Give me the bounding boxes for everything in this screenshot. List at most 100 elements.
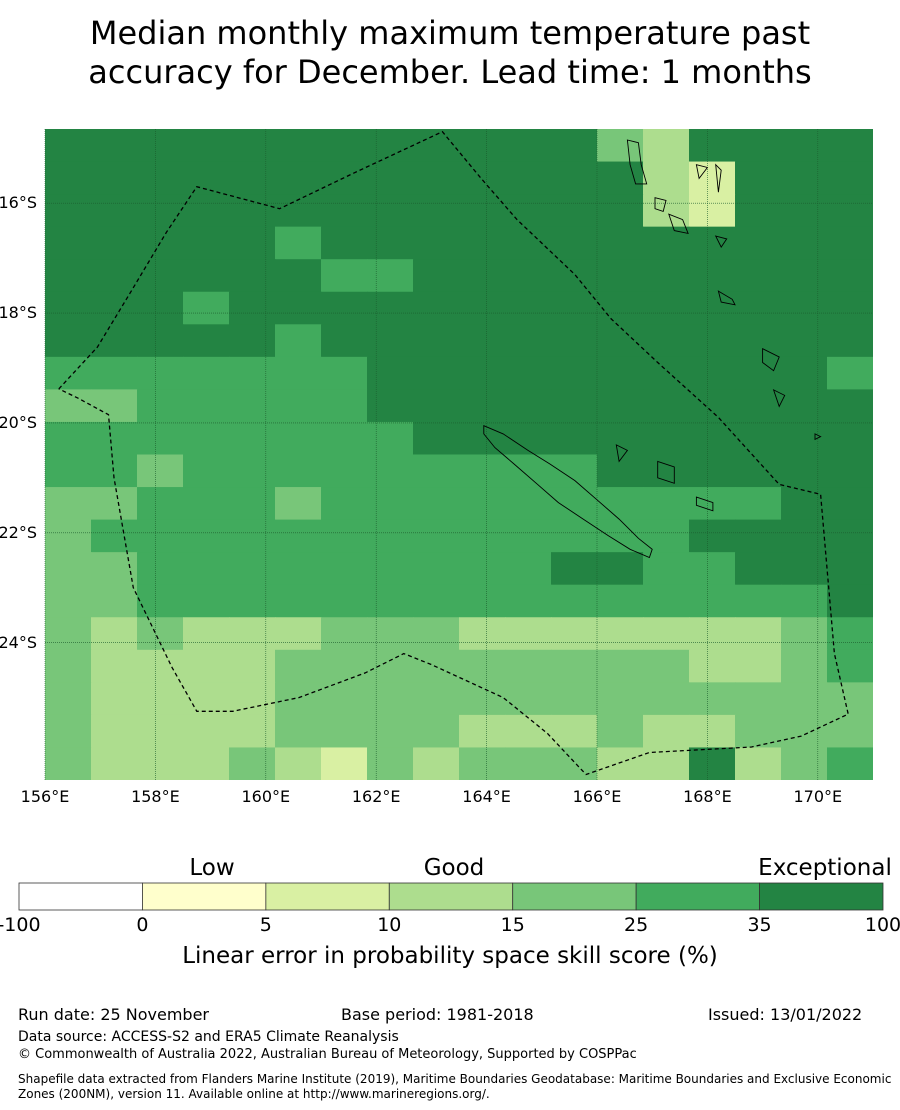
grid-cell (643, 291, 690, 325)
island-coastline (654, 197, 667, 212)
grid-cell (459, 682, 506, 716)
colorbar-segment (265, 882, 390, 911)
grid-cell (643, 714, 690, 749)
grid-cell (689, 584, 736, 618)
copyright: © Commonwealth of Australia 2022, Austra… (18, 1047, 637, 1062)
grid-cell (643, 421, 690, 456)
island-coastline (695, 496, 714, 512)
grid-cell (137, 421, 184, 456)
grid-cell (505, 649, 552, 683)
grid-cell (229, 194, 276, 228)
grid-cell (781, 226, 828, 260)
grid-cell (459, 649, 506, 683)
grid-cell (551, 324, 598, 358)
grid-cell (137, 356, 184, 390)
grid-cell (229, 617, 276, 651)
grid-cell (367, 747, 414, 780)
eez-boundary (58, 130, 849, 776)
island-coastline (762, 347, 780, 372)
category-label-good: Good (423, 855, 485, 881)
grid-cell (275, 259, 322, 293)
grid-cell (45, 682, 92, 716)
grid-cell (735, 226, 782, 260)
grid-cell (643, 487, 690, 521)
grid-cell (689, 291, 736, 325)
grid-cell (459, 519, 506, 553)
grid-cell (735, 519, 782, 553)
grid-cell (321, 356, 368, 390)
grid-cell (45, 161, 92, 195)
grid-cell (689, 161, 736, 195)
grid-cell (597, 421, 644, 456)
grid-cell (275, 487, 322, 521)
grid-cell (91, 194, 138, 228)
grid-cell (183, 682, 230, 716)
grid-cell (689, 649, 736, 683)
grid-cell (367, 714, 414, 749)
grid-cell (689, 259, 736, 293)
grid-cell (505, 259, 552, 293)
grid-cell (459, 356, 506, 390)
category-label-exceptional: Exceptional (758, 855, 892, 881)
grid-cell (137, 487, 184, 521)
grid-cell (367, 356, 414, 390)
grid-cell (643, 519, 690, 553)
grid-cell (597, 649, 644, 683)
grid-cell (505, 617, 552, 651)
gridlines (44, 129, 873, 780)
grid-cells (45, 129, 873, 780)
grid-cell (689, 552, 736, 586)
grid-cell (367, 226, 414, 260)
grid-cell (597, 487, 644, 521)
grid-cell (413, 226, 460, 260)
grid-cell (459, 714, 506, 749)
grid-cell (827, 129, 873, 163)
grid-cell (229, 226, 276, 260)
grid-cell (735, 682, 782, 716)
grid-cell (643, 129, 690, 163)
grid-cell (505, 324, 552, 358)
grid-cell (735, 584, 782, 618)
grid-cell (505, 291, 552, 325)
grid-cell (91, 259, 138, 293)
lat-tick-label: 22°S (0, 522, 37, 542)
grid-cell (413, 714, 460, 749)
grid-cell (45, 584, 92, 618)
grid-cell (689, 747, 736, 780)
colorbar-tick-label: 10 (377, 914, 402, 936)
grid-cell (275, 617, 322, 651)
grid-cell (827, 324, 873, 358)
grid-cell (781, 552, 828, 586)
grid-cell (321, 617, 368, 651)
data-source: Data source: ACCESS-S2 and ERA5 Climate … (18, 1029, 399, 1045)
grid-cell (275, 552, 322, 586)
grid-cell (137, 129, 184, 163)
grid-cell (781, 617, 828, 651)
grid-cell (459, 454, 506, 488)
grid-cell (413, 161, 460, 195)
grid-cell (91, 487, 138, 521)
grid-cell (321, 682, 368, 716)
colorbar-tick-label: 35 (747, 914, 772, 936)
grid-cell (827, 259, 873, 293)
grid-cell (137, 519, 184, 553)
grid-cell (367, 421, 414, 456)
grid-cell (229, 487, 276, 521)
grid-cell (551, 649, 598, 683)
lat-tick-label: 20°S (0, 412, 37, 432)
grid-cell (229, 584, 276, 618)
grid-cell (643, 617, 690, 651)
grid-cell (735, 487, 782, 521)
grid-cell (229, 714, 276, 749)
grid-cell (183, 617, 230, 651)
grid-cell (781, 519, 828, 553)
grid-cell (781, 356, 828, 390)
grid-cell (551, 259, 598, 293)
grid-cell (229, 389, 276, 423)
grid-cell (183, 226, 230, 260)
colorbar-segment (635, 882, 760, 911)
grid-cell (229, 552, 276, 586)
colorbar-segment (388, 882, 514, 911)
grid-cell (413, 259, 460, 293)
grid-cell (735, 389, 782, 423)
